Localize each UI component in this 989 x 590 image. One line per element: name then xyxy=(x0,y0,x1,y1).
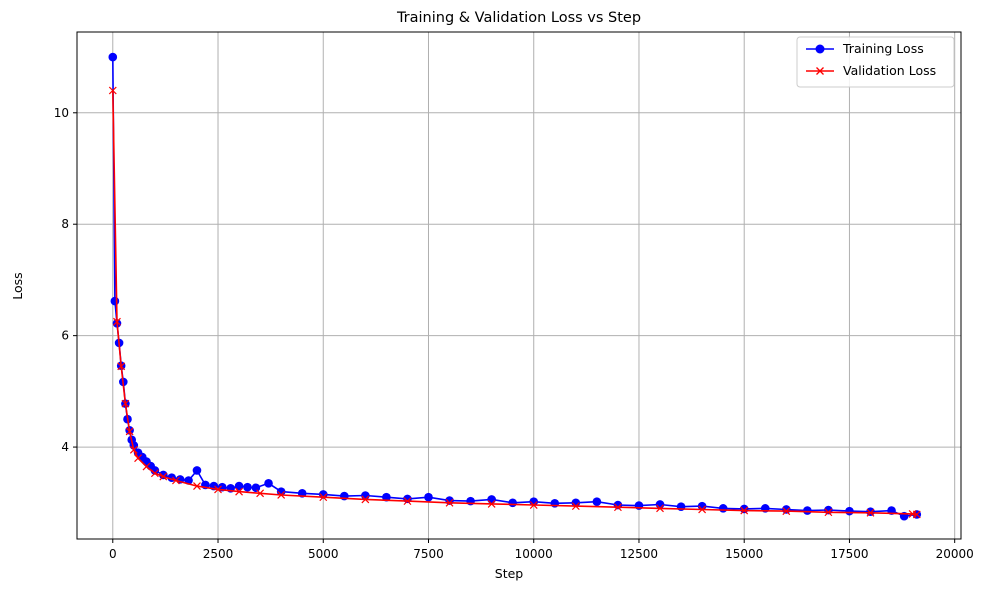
validation-loss-point xyxy=(159,472,168,481)
validation-loss-point xyxy=(319,493,328,502)
training-loss-point xyxy=(655,500,665,509)
training-loss-point xyxy=(424,492,433,502)
validation-loss-point xyxy=(129,445,138,454)
validation-loss-point xyxy=(656,504,664,513)
training-loss-point xyxy=(529,497,539,506)
validation-loss-point xyxy=(613,503,622,512)
y-tick-label: 6 xyxy=(61,329,69,343)
x-tick-label: 20000 xyxy=(936,547,974,561)
legend-training-label: Training Loss xyxy=(842,41,924,56)
validation-loss-point xyxy=(150,469,159,478)
validation-loss-point xyxy=(277,491,286,499)
validation-loss-point xyxy=(866,508,875,517)
validation-loss-point xyxy=(113,317,121,326)
training-loss-point xyxy=(845,506,854,516)
chart-title: Training & Validation Loss vs Step xyxy=(396,10,641,26)
y-tick-label: 8 xyxy=(61,217,69,231)
tick-layer: 0 2500 5000 7500 10000 12500 15000 17500 20000 4 6… xyxy=(54,106,974,561)
plot-area-frame xyxy=(76,31,962,540)
legend-validation-label: Validation Loss xyxy=(843,63,936,78)
validation-loss-point xyxy=(529,501,538,509)
training-loss-point xyxy=(508,498,517,508)
training-loss-point xyxy=(251,483,261,493)
legend: Training Loss Validation Loss xyxy=(796,36,955,88)
x-tick-label: 15000 xyxy=(725,547,763,561)
validation-loss-line xyxy=(112,90,917,516)
legend-validation-marker xyxy=(816,67,824,75)
validation-loss-point xyxy=(193,482,201,490)
training-loss-point xyxy=(803,506,812,515)
training-loss-point xyxy=(264,478,273,488)
training-loss-point xyxy=(150,466,160,475)
grid-lines xyxy=(77,32,961,539)
validation-loss-point xyxy=(235,487,243,496)
validation-loss-point xyxy=(912,510,921,519)
validation-loss-point xyxy=(403,497,412,506)
validation-loss-point xyxy=(142,462,151,471)
training-loss-series xyxy=(108,52,922,521)
x-tick-label: 17500 xyxy=(830,547,868,561)
y-tick-label: 10 xyxy=(54,106,69,120)
training-loss-point xyxy=(487,495,496,504)
validation-loss-point xyxy=(125,427,134,436)
validation-loss-point xyxy=(361,495,370,504)
validation-loss-point xyxy=(108,86,117,95)
training-loss-point xyxy=(571,498,581,508)
training-loss-point xyxy=(866,507,875,516)
validation-loss-point xyxy=(824,508,833,517)
series-layer xyxy=(108,52,922,521)
x-tick-label: 7500 xyxy=(413,547,444,561)
x-tick-label: 12500 xyxy=(620,547,658,561)
training-loss-point xyxy=(234,481,244,491)
x-tick-label: 5000 xyxy=(308,547,339,561)
validation-loss-point xyxy=(121,399,130,408)
training-loss-point xyxy=(592,497,602,506)
validation-loss-point xyxy=(740,506,749,515)
validation-loss-point xyxy=(134,454,142,463)
validation-loss-point xyxy=(256,489,265,498)
validation-loss-point xyxy=(171,476,180,485)
validation-loss-point xyxy=(214,485,222,494)
training-loss-point xyxy=(110,296,120,306)
validation-loss-point xyxy=(487,499,496,508)
legend-training-marker xyxy=(815,44,825,54)
legend-box xyxy=(796,36,955,88)
x-tick-label: 0 xyxy=(109,547,117,561)
validation-loss-point xyxy=(571,502,580,511)
x-tick-label: 10000 xyxy=(515,547,553,561)
validation-loss-point xyxy=(117,362,126,371)
validation-loss-series xyxy=(108,86,921,519)
validation-loss-point xyxy=(698,505,707,514)
x-tick-label: 2500 xyxy=(203,547,234,561)
training-loss-point xyxy=(697,501,707,511)
training-loss-point xyxy=(243,482,252,492)
x-axis-label: Step xyxy=(495,566,524,581)
y-tick-label: 4 xyxy=(61,440,69,454)
training-loss-point xyxy=(718,504,728,513)
training-loss-point xyxy=(192,466,202,475)
training-loss-point xyxy=(739,504,749,514)
training-loss-point xyxy=(108,52,118,62)
y-axis-label: Loss xyxy=(10,272,25,299)
validation-loss-point xyxy=(445,498,454,507)
training-loss-point xyxy=(276,487,286,496)
training-loss-point xyxy=(782,505,791,514)
validation-loss-point xyxy=(782,507,791,516)
